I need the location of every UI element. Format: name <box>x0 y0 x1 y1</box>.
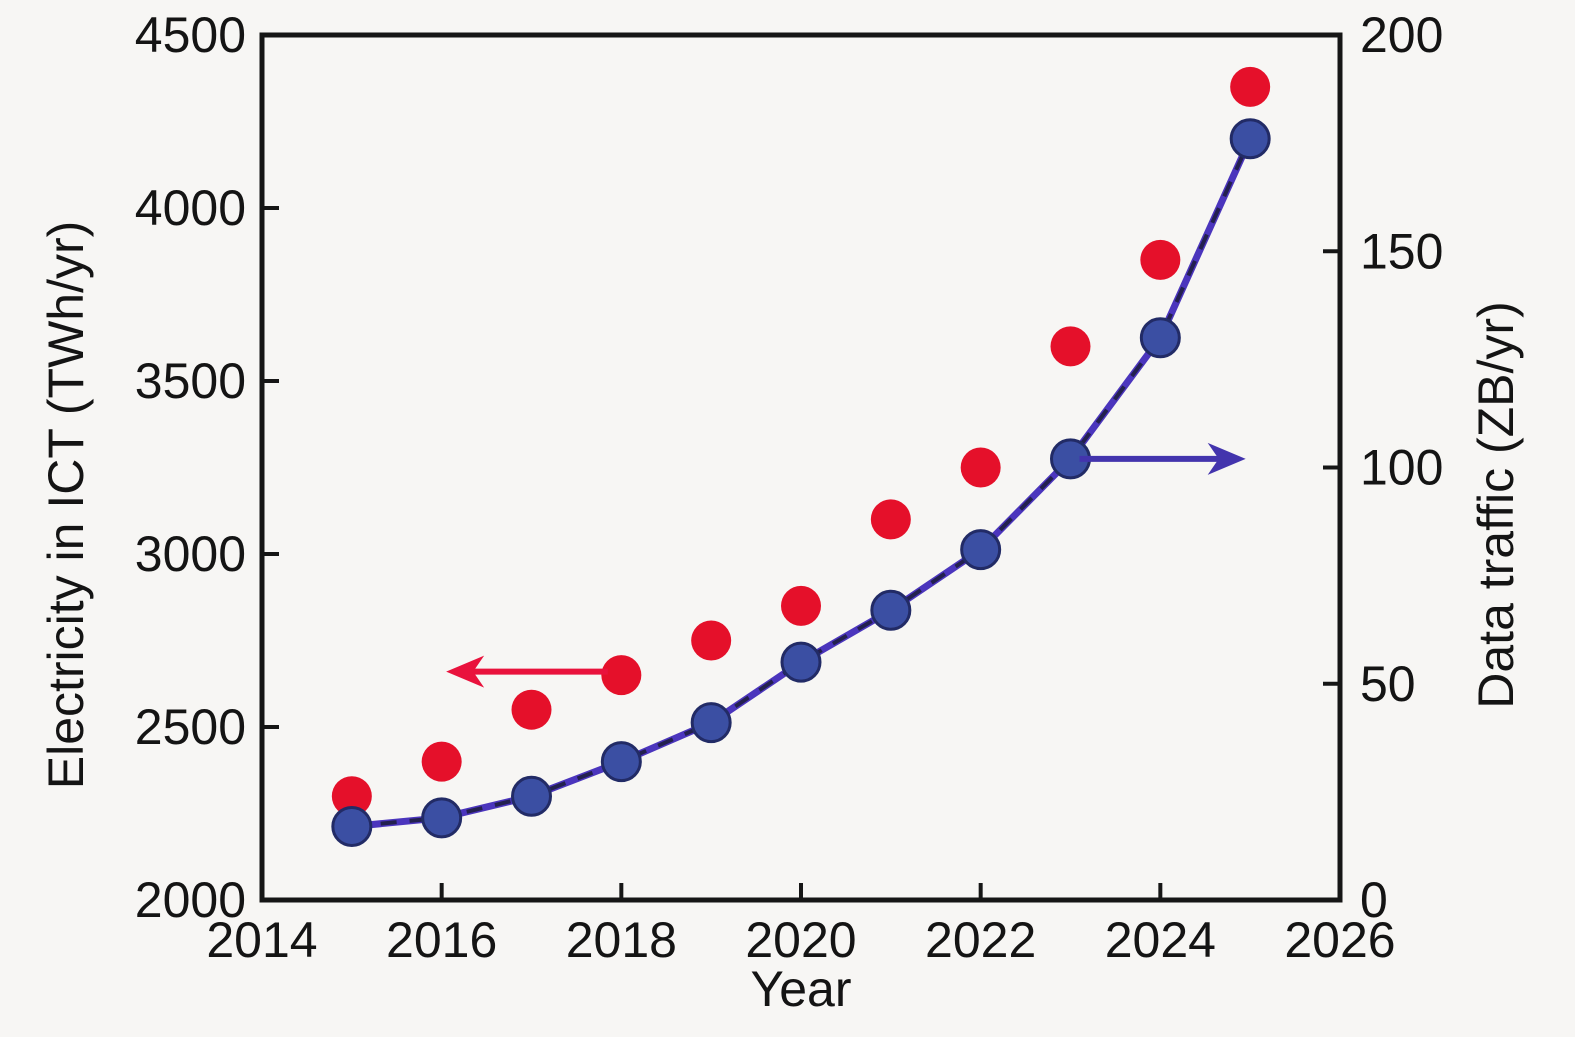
right-axis-arrow-head <box>1207 442 1246 475</box>
x-axis-tick-label: 2022 <box>925 912 1036 968</box>
x-axis-tick-label: 2018 <box>566 912 677 968</box>
electricity-point <box>331 776 372 817</box>
x-axis-tick-label: 2016 <box>386 912 497 968</box>
left-axis-tick-label: 2000 <box>135 872 246 928</box>
data-traffic-point <box>331 805 373 847</box>
plot-frame <box>259 32 1343 903</box>
data-traffic-point <box>690 702 732 744</box>
data-traffic-point <box>421 797 463 839</box>
left-axis-tick-label: 3000 <box>135 526 246 582</box>
electricity-point <box>691 620 732 661</box>
data-traffic-line-dashes <box>351 137 1252 829</box>
electricity-point <box>1140 239 1181 280</box>
x-axis-tick-label: 2014 <box>206 912 317 968</box>
data-traffic-point <box>870 589 912 631</box>
left-axis-tick-label: 2500 <box>135 699 246 755</box>
right-axis-tick-label: 100 <box>1360 440 1443 496</box>
data-traffic-point <box>1139 317 1181 359</box>
x-axis-tick-label: 2026 <box>1284 912 1395 968</box>
electricity-point <box>1050 326 1091 367</box>
left-axis-tick-label: 4000 <box>135 180 246 236</box>
data-traffic-point <box>600 741 642 783</box>
right-axis-tick-label: 150 <box>1360 223 1443 279</box>
right-axis-tick-label: 0 <box>1360 872 1388 928</box>
data-traffic-line <box>351 137 1254 830</box>
right-axis-tick-label: 200 <box>1360 7 1443 63</box>
left-axis-tick-label: 3500 <box>135 353 246 409</box>
electricity-point <box>511 689 552 730</box>
data-traffic-point <box>780 641 822 683</box>
data-traffic-point <box>511 775 552 817</box>
electricity-point <box>1230 66 1271 107</box>
electricity-point <box>781 585 821 626</box>
left-axis-arrow-head <box>446 655 485 688</box>
x-axis-tick-label: 2024 <box>1105 912 1216 968</box>
electricity-point <box>870 499 911 540</box>
electricity-point <box>421 741 462 782</box>
data-traffic-point <box>1229 118 1271 160</box>
data-traffic-point <box>960 529 1002 571</box>
electricity-point <box>601 655 642 696</box>
left-axis-tick-label: 4500 <box>135 7 246 63</box>
right-axis-tick-label: 50 <box>1360 656 1416 712</box>
electricity-point <box>960 447 1001 488</box>
x-axis-tick-label: 2020 <box>745 912 856 968</box>
